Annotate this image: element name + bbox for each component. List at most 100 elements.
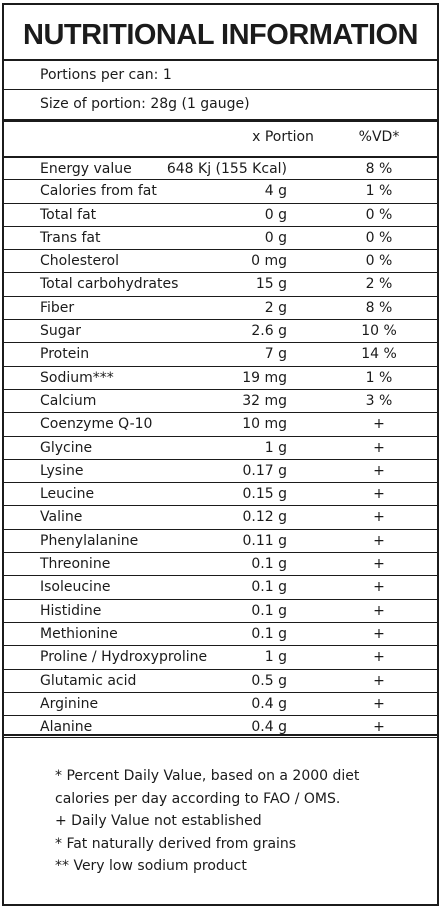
nutrient-name: Energy value bbox=[40, 161, 132, 177]
meta-divider bbox=[4, 89, 437, 90]
nutrient-daily-value: + bbox=[373, 695, 385, 712]
nutrient-name: Glycine bbox=[40, 439, 93, 456]
nutrient-portion: 15 g bbox=[255, 276, 287, 293]
nutrient-daily-value: + bbox=[373, 602, 385, 619]
table-row: Lysine 0.17 g + bbox=[4, 458, 437, 482]
footnotes: * Percent Daily Value, based on a 2000 d… bbox=[55, 765, 359, 878]
footnote-line: * Fat naturally derived from grains bbox=[55, 835, 297, 852]
nutrient-portion: 0.4 g bbox=[251, 719, 287, 736]
nutrient-daily-value: 10 % bbox=[361, 323, 397, 340]
nutrient-portion: 0.5 g bbox=[251, 672, 287, 689]
nutrient-portion: 0.1 g bbox=[251, 579, 287, 596]
nutrient-portion: 10 mg bbox=[242, 416, 287, 433]
nutrient-name: Sodium*** bbox=[40, 369, 114, 386]
table-row: Valine 0.12 g + bbox=[4, 505, 437, 528]
nutrient-name: Coenzyme Q-10 bbox=[40, 416, 153, 433]
table-row: Proline / Hydroxyproline 1 g + bbox=[4, 645, 437, 668]
nutrient-name: Methionine bbox=[40, 625, 118, 642]
nutrient-daily-value: 1 % bbox=[365, 369, 393, 386]
nutrient-portion: 0 mg bbox=[251, 253, 287, 270]
nutrient-daily-value: 2 % bbox=[365, 276, 393, 293]
nutrient-name: Calories from fat bbox=[40, 183, 157, 200]
nutrient-portion: 0.15 g bbox=[242, 486, 287, 503]
nutrient-daily-value: + bbox=[373, 509, 385, 526]
table-row: Protein 7 g 14 % bbox=[4, 342, 437, 365]
table-row: Calories from fat 4 g 1 % bbox=[4, 179, 437, 202]
table-header: x Portion %VD* bbox=[4, 129, 437, 151]
size-of-portion: Size of portion: 28g (1 gauge) bbox=[40, 96, 250, 112]
footnote-line: * Percent Daily Value, based on a 2000 d… bbox=[55, 768, 360, 784]
nutrient-daily-value: 8 % bbox=[365, 161, 393, 177]
table-row: Leucine 0.15 g + bbox=[4, 482, 437, 505]
nutrient-name: Calcium bbox=[40, 392, 97, 409]
nutrient-name: Cholesterol bbox=[40, 253, 120, 270]
nutrient-daily-value: + bbox=[373, 462, 385, 479]
header-divider bbox=[4, 119, 437, 122]
table-row: Isoleucine 0.1 g + bbox=[4, 575, 437, 598]
table-row: Calcium 32 mg 3 % bbox=[4, 388, 437, 412]
nutrient-daily-value: 0 % bbox=[365, 206, 393, 223]
nutrient-name: Sugar bbox=[40, 323, 81, 340]
nutrient-portion: 0 g bbox=[264, 206, 287, 223]
column-header-portion: x Portion bbox=[252, 129, 314, 145]
nutrient-name: Trans fat bbox=[40, 229, 101, 246]
table-row: Histidine 0.1 g + bbox=[4, 598, 437, 622]
nutrient-daily-value: 0 % bbox=[365, 229, 393, 246]
nutrient-daily-value: 8 % bbox=[365, 299, 393, 316]
nutrient-portion: 1 g bbox=[264, 649, 287, 666]
nutrient-daily-value: + bbox=[373, 649, 385, 666]
nutrient-name: Lysine bbox=[40, 462, 84, 479]
label-title: NUTRITIONAL INFORMATION bbox=[23, 19, 419, 51]
nutrient-portion: 2 g bbox=[264, 299, 287, 316]
nutrient-name: Threonine bbox=[40, 556, 111, 573]
nutrient-name: Total carbohydrates bbox=[40, 276, 179, 293]
nutrient-daily-value: + bbox=[373, 439, 385, 456]
footnote-line: calories per day according to FAO / OMS. bbox=[55, 790, 341, 807]
nutrient-daily-value: + bbox=[373, 579, 385, 596]
nutrient-daily-value: + bbox=[373, 672, 385, 689]
nutrient-daily-value: + bbox=[373, 532, 385, 549]
table-row: Total carbohydrates 15 g 2 % bbox=[4, 272, 437, 295]
nutrient-daily-value: + bbox=[373, 625, 385, 642]
portions-per-can: Portions per can: 1 bbox=[40, 67, 172, 83]
nutrient-daily-value: + bbox=[373, 719, 385, 736]
nutrient-name: Phenylalanine bbox=[40, 532, 139, 549]
nutrient-portion: 0 g bbox=[264, 229, 287, 246]
nutrient-portion: 0.4 g bbox=[251, 695, 287, 712]
nutrient-portion: 32 mg bbox=[242, 392, 287, 409]
nutrient-daily-value: + bbox=[373, 486, 385, 503]
nutrient-portion: 0.1 g bbox=[251, 625, 287, 642]
column-header-vd: %VD* bbox=[358, 129, 400, 145]
nutrient-name: Fiber bbox=[40, 299, 75, 316]
nutrient-portion: 7 g bbox=[264, 346, 287, 363]
nutrient-daily-value: + bbox=[373, 556, 385, 573]
nutrient-name: Alanine bbox=[40, 719, 93, 736]
nutrient-daily-value: 14 % bbox=[361, 346, 397, 363]
nutrition-table: Energy value 648 Kj (155 Kcal) 8 % Calories… bbox=[4, 156, 437, 739]
table-row: Fiber 2 g 8 % bbox=[4, 295, 437, 319]
table-row: Glycine 1 g + bbox=[4, 435, 437, 459]
nutrient-portion: 4 g bbox=[264, 183, 287, 200]
nutrient-portion: 1 g bbox=[264, 439, 287, 456]
nutrient-name: Glutamic acid bbox=[40, 672, 137, 689]
table-row: Glutamic acid 0.5 g + bbox=[4, 668, 437, 692]
nutrient-daily-value: 1 % bbox=[365, 183, 393, 200]
nutrient-name: Total fat bbox=[40, 206, 97, 223]
table-row: Total fat 0 g 0 % bbox=[4, 202, 437, 226]
nutrient-name: Histidine bbox=[40, 602, 102, 619]
table-row: Arginine 0.4 g + bbox=[4, 691, 437, 715]
nutrition-label: NUTRITIONAL INFORMATION Portions per can… bbox=[2, 3, 439, 906]
nutrient-daily-value: + bbox=[373, 416, 385, 433]
table-row: Alanine 0.4 g + bbox=[4, 715, 437, 739]
footnote-line: + Daily Value not established bbox=[55, 813, 262, 829]
table-row: Sodium*** 19 mg 1 % bbox=[4, 365, 437, 389]
nutrient-name: Leucine bbox=[40, 486, 95, 503]
nutrient-name: Protein bbox=[40, 346, 90, 363]
nutrient-portion: 2.6 g bbox=[251, 323, 287, 340]
nutrient-name: Proline / Hydroxyproline bbox=[40, 649, 208, 666]
nutrient-portion: 0.11 g bbox=[242, 532, 287, 549]
table-row: Sugar 2.6 g 10 % bbox=[4, 319, 437, 342]
table-row: Threonine 0.1 g + bbox=[4, 552, 437, 575]
title-divider bbox=[4, 59, 437, 61]
nutrient-name: Isoleucine bbox=[40, 579, 111, 596]
